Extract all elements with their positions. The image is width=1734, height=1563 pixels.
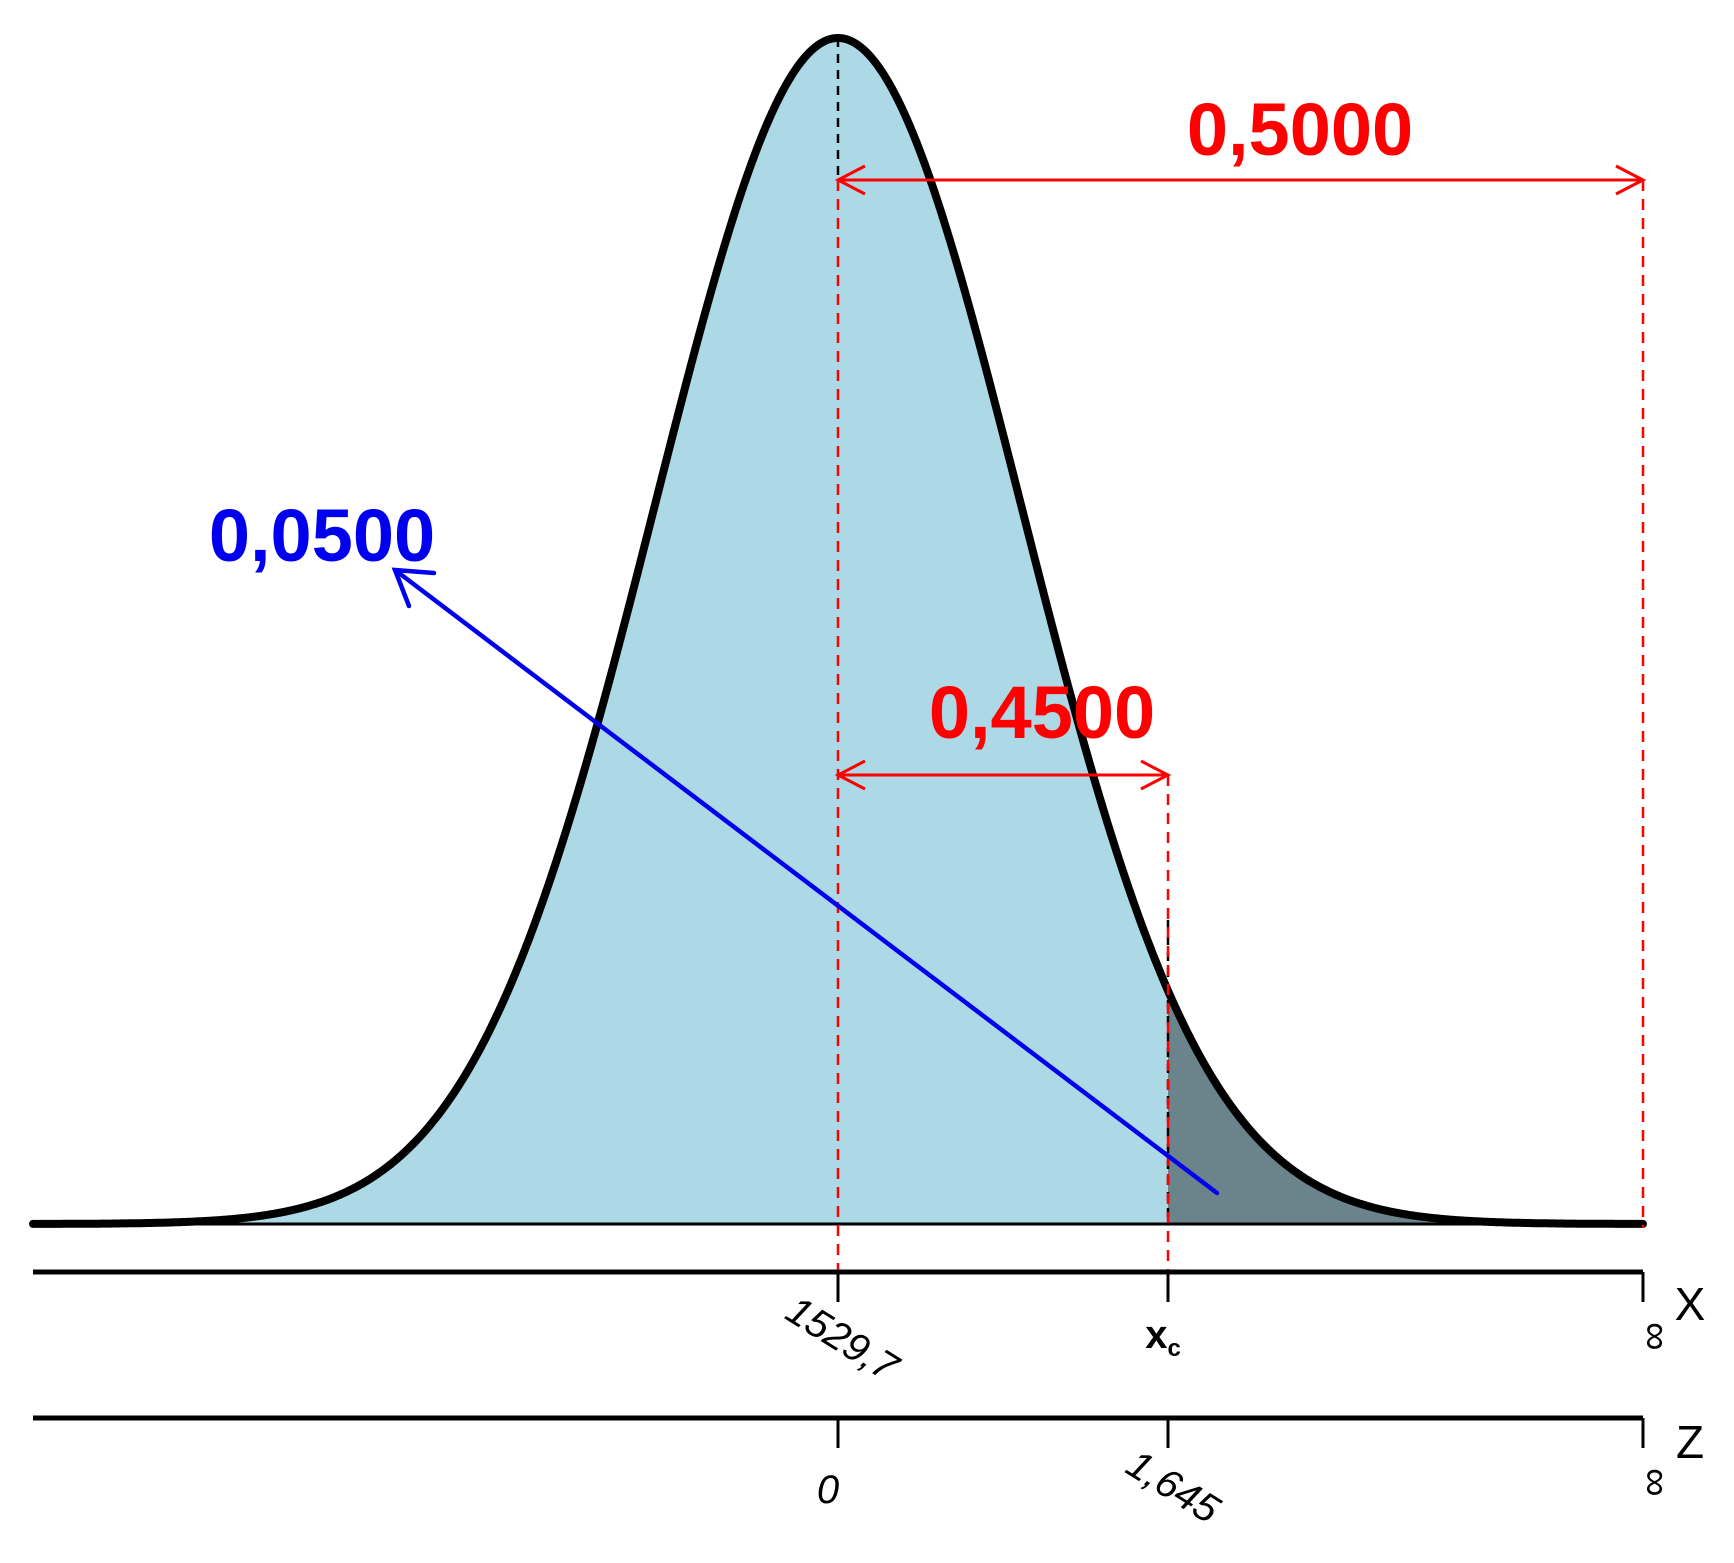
area-under-curve-right-tail — [1168, 990, 1643, 1224]
label-between-probability: 0,4500 — [929, 671, 1155, 754]
z-tick-critical: 1,645 — [1119, 1442, 1228, 1533]
arrow-between-probability — [834, 759, 1172, 791]
x-axis: X 1529,7 xc ∞ — [33, 1269, 1706, 1391]
x-tick-critical: xc — [1145, 1313, 1181, 1362]
red-arrows — [834, 164, 1647, 791]
label-half-probability: 0,5000 — [1187, 88, 1413, 171]
area-under-curve-center — [33, 38, 1168, 1224]
x-axis-name: X — [1675, 1278, 1706, 1330]
z-tick-infinity: ∞ — [1634, 1468, 1678, 1497]
red-guide-lines — [836, 180, 1645, 1280]
normal-curve — [29, 34, 1647, 1228]
tail-pointer-arrow — [391, 567, 1220, 1196]
x-tick-infinity: ∞ — [1634, 1322, 1678, 1351]
x-tick-mean: 1529,7 — [778, 1288, 907, 1391]
z-axis: Z 0 1,645 ∞ — [33, 1415, 1704, 1533]
arrow-half-probability — [834, 164, 1647, 196]
z-tick-zero: 0 — [817, 1468, 839, 1512]
z-axis-name: Z — [1676, 1416, 1704, 1468]
label-tail-probability: 0,0500 — [209, 494, 435, 577]
